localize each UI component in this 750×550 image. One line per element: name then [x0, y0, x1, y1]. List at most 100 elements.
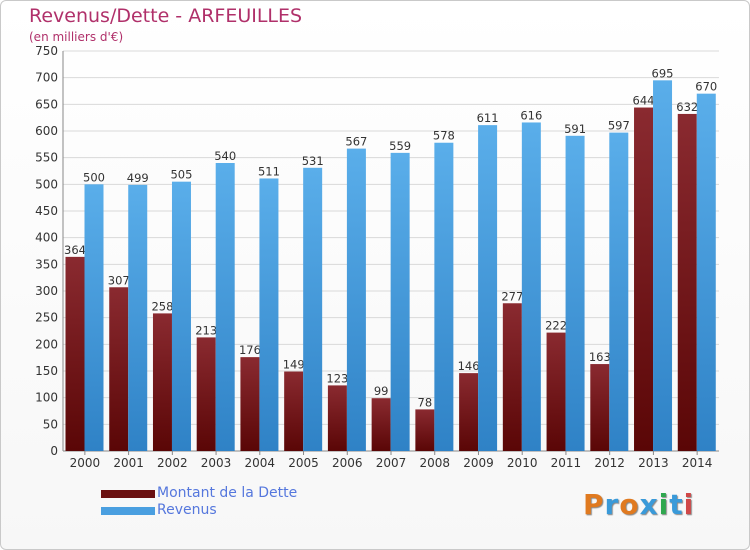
x-tick-label: 2002 [157, 456, 188, 470]
data-label-dette: 176 [239, 343, 261, 357]
bar-revenus [346, 148, 366, 451]
logo-letter: i [658, 488, 670, 521]
data-label-revenus: 695 [652, 66, 674, 80]
bar-dette [502, 303, 522, 451]
y-tick-label: 200 [35, 337, 58, 351]
data-label-revenus: 578 [433, 129, 455, 143]
y-tick-label: 100 [35, 391, 58, 405]
y-tick-label: 650 [35, 97, 58, 111]
data-label-revenus: 611 [477, 111, 499, 125]
x-tick-label: 2012 [594, 456, 625, 470]
bar-dette [677, 113, 697, 451]
data-label-revenus: 591 [564, 122, 586, 136]
x-tick-label: 2013 [638, 456, 669, 470]
data-label-revenus: 531 [302, 154, 324, 168]
data-label-revenus: 505 [170, 168, 192, 182]
x-tick-label: 2003 [201, 456, 232, 470]
x-tick-label: 2009 [463, 456, 494, 470]
legend-label-dette: Montant de la Dette [157, 485, 298, 501]
data-label-dette: 632 [676, 100, 698, 114]
chart-subtitle: (en milliers d'€) [29, 30, 124, 44]
bar-revenus [653, 80, 673, 451]
data-label-revenus: 540 [214, 149, 236, 163]
logo-letter: x [639, 488, 659, 521]
y-tick-label: 600 [35, 124, 58, 138]
logo-letter: i [683, 488, 695, 521]
data-label-dette: 99 [374, 384, 389, 398]
bar-revenus [434, 142, 454, 451]
data-label-revenus: 567 [345, 135, 367, 149]
data-label-dette: 364 [64, 243, 86, 257]
x-tick-label: 2014 [682, 456, 713, 470]
bar-revenus [478, 125, 498, 451]
y-tick-label: 0 [50, 444, 58, 458]
data-label-dette: 222 [545, 319, 567, 333]
bar-dette [152, 313, 172, 451]
bar-revenus [128, 184, 148, 451]
y-tick-label: 500 [35, 177, 58, 191]
data-label-revenus: 499 [127, 171, 149, 185]
y-tick-label: 150 [35, 364, 58, 378]
bar-dette [459, 373, 479, 451]
bar-dette [590, 364, 610, 451]
data-label-revenus: 597 [608, 119, 630, 133]
y-tick-label: 400 [35, 231, 58, 245]
x-tick-label: 2004 [245, 456, 276, 470]
logo-letter: P [583, 488, 605, 521]
x-tick-label: 2011 [551, 456, 582, 470]
bar-dette [284, 371, 304, 451]
logo-letter: r [604, 488, 620, 521]
y-tick-label: 50 [43, 417, 58, 431]
x-tick-label: 2005 [288, 456, 319, 470]
legend-label-revenus: Revenus [157, 502, 217, 518]
bar-dette [371, 398, 391, 451]
y-tick-label: 750 [35, 44, 58, 58]
bar-dette [415, 409, 435, 451]
data-label-dette: 149 [283, 358, 305, 372]
data-label-dette: 277 [501, 289, 523, 303]
legend-swatch-dette [101, 490, 155, 498]
bar-revenus [259, 178, 279, 451]
y-tick-label: 700 [35, 71, 58, 85]
logo-letter: t [669, 488, 684, 521]
bar-dette [634, 107, 654, 452]
data-label-dette: 146 [458, 359, 480, 373]
bar-dette [65, 256, 85, 451]
y-tick-label: 550 [35, 151, 58, 165]
data-label-revenus: 511 [258, 164, 280, 178]
y-tick-label: 450 [35, 204, 58, 218]
data-label-dette: 213 [195, 323, 217, 337]
data-label-dette: 307 [108, 273, 130, 287]
x-tick-label: 2006 [332, 456, 363, 470]
chart-title: Revenus/Dette - ARFEUILLES [29, 5, 303, 27]
bar-dette [327, 385, 347, 451]
bar-revenus [303, 167, 323, 452]
bar-revenus [84, 184, 104, 452]
data-label-revenus: 670 [695, 80, 717, 94]
data-label-dette: 123 [326, 371, 348, 385]
x-tick-label: 2008 [419, 456, 450, 470]
x-tick-label: 2000 [70, 456, 101, 470]
bar-revenus [609, 132, 629, 451]
data-label-revenus: 616 [520, 108, 542, 122]
data-label-revenus: 559 [389, 139, 411, 153]
data-label-revenus: 500 [83, 170, 105, 184]
data-label-dette: 78 [418, 395, 433, 409]
data-label-dette: 163 [589, 350, 611, 364]
bar-revenus [390, 152, 410, 451]
bar-revenus [171, 181, 191, 451]
legend-swatch-revenus [101, 507, 155, 515]
data-label-dette: 258 [151, 299, 173, 313]
y-tick-label: 250 [35, 311, 58, 325]
bar-revenus [215, 163, 235, 451]
y-tick-label: 350 [35, 257, 58, 271]
bar-dette [240, 357, 260, 451]
logo-letter: o [619, 488, 640, 521]
x-tick-label: 2007 [376, 456, 407, 470]
data-label-dette: 644 [633, 94, 655, 108]
bar-revenus [696, 93, 716, 452]
proxiti-logo: Proxiti [583, 488, 694, 521]
y-tick-label: 300 [35, 284, 58, 298]
